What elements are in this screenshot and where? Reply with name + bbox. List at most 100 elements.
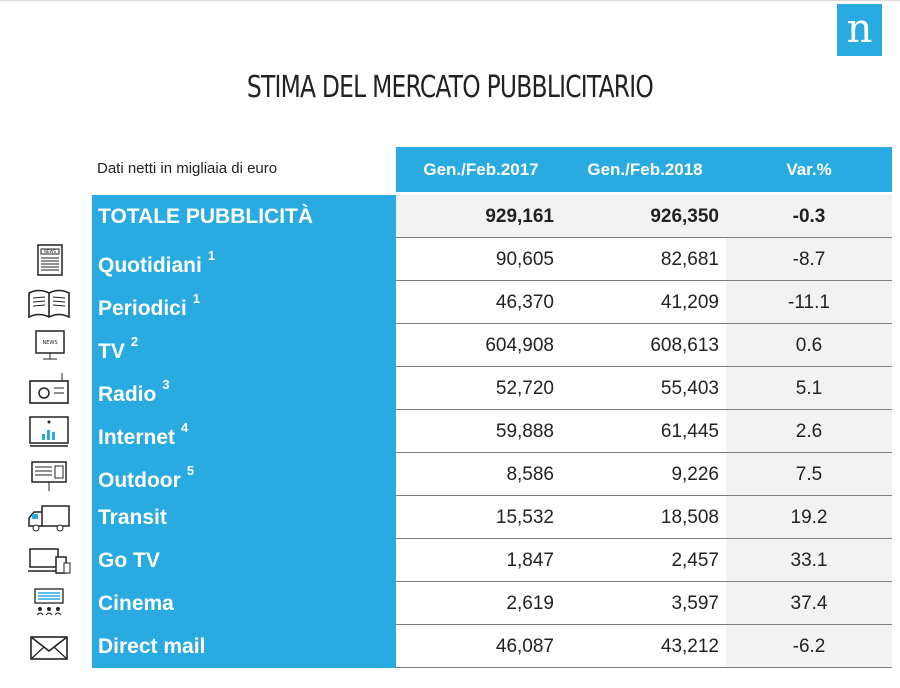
value-variation: -8.7 (792, 249, 826, 270)
value-variation: -11.1 (788, 292, 830, 313)
table-row: Transit 15,532 18,508 19.2 (92, 496, 892, 539)
table-row: Go TV 1,847 2,457 33.1 (92, 539, 892, 582)
value-2017: 46,370 (495, 292, 554, 313)
value-2018: 55,403 (660, 378, 719, 399)
medium-label: Periodici 1 (98, 281, 200, 324)
footnote-marker: 4 (181, 420, 189, 435)
value-2018: 18,508 (660, 507, 719, 528)
value-2017: 52,720 (495, 378, 554, 399)
total-label: TOTALE PUBBLICITÀ (98, 195, 313, 238)
header-2018: Gen./Feb.2018 (587, 160, 703, 179)
medium-label: Radio 3 (98, 367, 170, 410)
value-2017: 604,908 (485, 335, 554, 356)
value-variation: 19.2 (790, 507, 828, 528)
brand-logo: n (837, 4, 882, 56)
header-variation: Var.% (786, 160, 832, 179)
row-label-text: TV (98, 340, 125, 363)
row-divider (396, 667, 892, 668)
table-row: TV 2 604,908 608,613 0.6 (92, 324, 892, 367)
value-2017: 8,586 (506, 464, 554, 485)
units-note: Dati netti in migliaia di euro (97, 160, 278, 177)
billboard-icon (26, 457, 72, 493)
footnote-marker: 3 (162, 377, 170, 392)
monitor-chart-icon (26, 414, 72, 450)
magazine-icon (26, 285, 72, 321)
row-divider (396, 581, 892, 582)
value-2017: 2,619 (506, 593, 554, 614)
row-divider (396, 366, 892, 367)
table-row: Radio 3 52,720 55,403 5.1 (92, 367, 892, 410)
table-row: Cinema 2,619 3,597 37.4 (92, 582, 892, 625)
top-divider (0, 0, 900, 1)
table-row: Periodici 1 46,370 41,209 -11.1 (92, 281, 892, 324)
row-label-text: Outdoor (98, 469, 181, 492)
table-row: Direct mail 46,087 43,212 -6.2 (92, 625, 892, 668)
truck-icon (26, 500, 72, 536)
medium-label: Outdoor 5 (98, 453, 194, 496)
row-label-text: TOTALE PUBBLICITÀ (98, 205, 314, 228)
value-2018: 2,457 (671, 550, 719, 571)
row-label-text: Cinema (98, 592, 174, 615)
medium-label: Quotidiani 1 (98, 238, 215, 281)
page-title: STIMA DEL MERCATO PUBBLICITARIO (246, 70, 654, 105)
value-variation: 5.1 (795, 378, 823, 399)
row-label-text: Internet (98, 426, 176, 449)
row-divider (396, 409, 892, 410)
value-variation: -6.2 (792, 636, 826, 657)
value-2018: 608,613 (650, 335, 719, 356)
medium-label: Go TV (98, 539, 160, 582)
row-divider (396, 495, 892, 496)
value-2018: 41,209 (660, 292, 719, 313)
row-label-text: Periodici (98, 297, 187, 320)
row-divider (396, 237, 892, 238)
medium-label: Cinema (98, 582, 174, 625)
row-label-text: Quotidiani (98, 254, 202, 277)
value-variation: 33.1 (790, 550, 828, 571)
footnote-marker: 1 (207, 248, 216, 263)
row-label-text: Radio (98, 383, 157, 406)
medium-label: Direct mail (98, 625, 205, 668)
total-row-bg (396, 195, 892, 237)
row-label-column (92, 195, 396, 668)
value-2018: 9,226 (671, 464, 719, 485)
value-variation: 2.6 (795, 421, 823, 442)
cinema-icon (26, 586, 72, 622)
medium-label: Transit (98, 496, 167, 539)
value-2018: 82,681 (660, 249, 719, 270)
value-2017: 1,847 (506, 550, 554, 571)
value-variation: -0.3 (792, 206, 826, 227)
footnote-marker: 2 (130, 334, 139, 349)
row-label-text: Go TV (98, 549, 160, 572)
tv-icon: NEWS (26, 328, 72, 364)
value-2017: 929,161 (485, 206, 554, 227)
svg-text:NEWS: NEWS (42, 340, 57, 346)
value-2017: 90,605 (495, 249, 554, 270)
envelope-icon (26, 629, 72, 665)
value-2018: 3,597 (671, 593, 719, 614)
table-header-bar (396, 147, 892, 192)
value-variation: 7.5 (795, 464, 823, 485)
value-2017: 59,888 (495, 421, 554, 442)
header-2017: Gen./Feb.2017 (423, 160, 539, 179)
svg-text:NEWS: NEWS (44, 249, 56, 254)
medium-label: Internet 4 (98, 410, 188, 453)
value-2018: 926,350 (650, 206, 719, 227)
table-row: Outdoor 5 8,586 9,226 7.5 (92, 453, 892, 496)
table-row: Internet 4 59,888 61,445 2.6 (92, 410, 892, 453)
footnote-marker: 1 (192, 291, 200, 306)
value-2017: 46,087 (495, 636, 554, 657)
value-variation: 0.6 (795, 335, 823, 356)
total-row: TOTALE PUBBLICITÀ 929,161 926,350 -0.3 (92, 195, 892, 238)
medium-label: TV 2 (98, 324, 138, 367)
table-row: Quotidiani 1 90,605 82,681 -8.7 (92, 238, 892, 281)
value-variation: 37.4 (790, 593, 828, 614)
value-2018: 61,445 (660, 421, 719, 442)
row-divider (396, 624, 892, 625)
value-2018: 43,212 (660, 636, 719, 657)
row-label-text: Transit (98, 506, 167, 529)
value-2017: 15,532 (495, 507, 554, 528)
newspaper-icon: NEWS (26, 242, 72, 278)
row-divider (396, 452, 892, 453)
row-label-text: Direct mail (98, 635, 206, 658)
row-divider (396, 323, 892, 324)
